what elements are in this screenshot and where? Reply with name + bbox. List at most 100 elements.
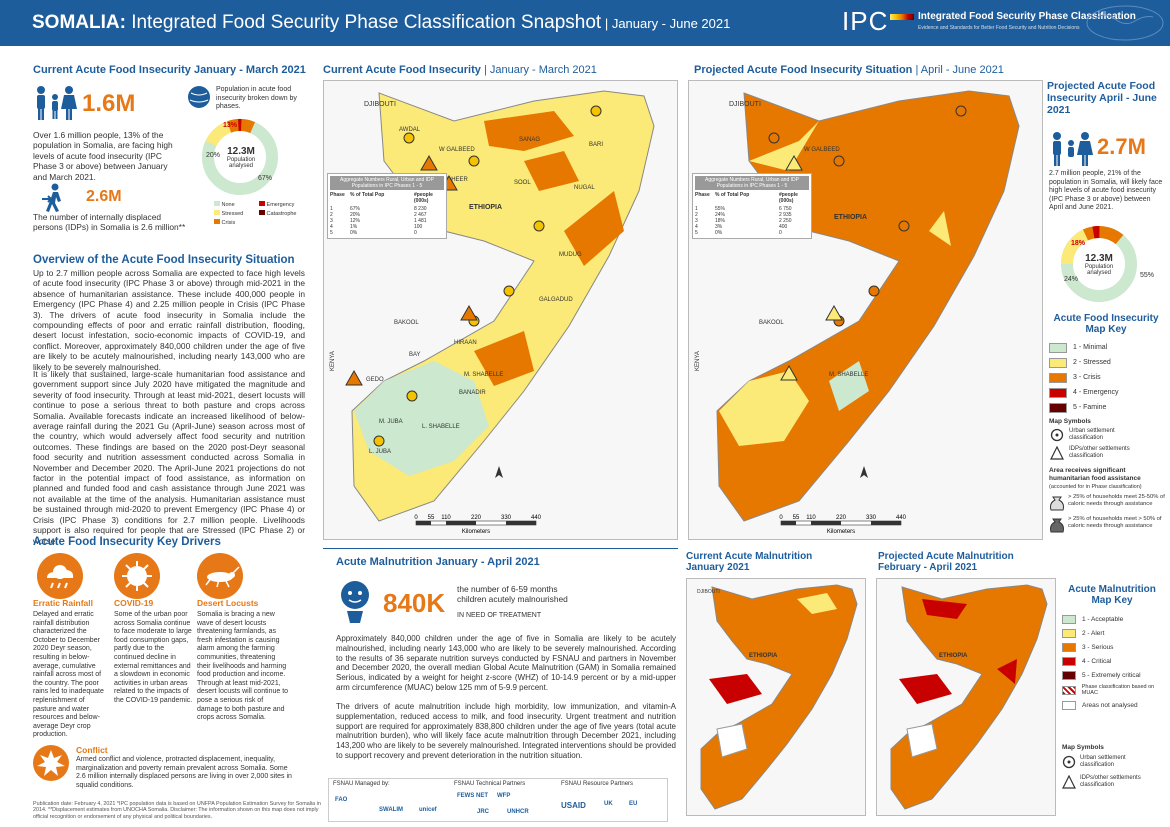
ipc-name: Integrated Food Security Phase Classific… <box>918 11 1136 22</box>
malnutrition-paragraph-1: Approximately 840,000 children under the… <box>336 634 676 692</box>
assistance-subtitle: (accounted for in Phase classification) <box>1049 484 1142 490</box>
logo-eu: EU <box>629 801 638 807</box>
pie-label-stressed: 20% <box>206 152 221 159</box>
projected-aggregate-table: Aggregate Numbers Rural, Urban and IDP P… <box>692 173 812 239</box>
drivers-title: Acute Food Insecurity Key Drivers <box>33 536 221 548</box>
scale-tick: 0 <box>414 515 418 521</box>
pie-legend: None Emergency Stressed Catastrophe Cris… <box>214 201 304 226</box>
crisis-zone <box>564 191 624 266</box>
family-icon <box>37 86 77 120</box>
afi-key-list: 1 - Minimal 2 - Stressed 3 - Crisis 4 - … <box>1049 340 1167 415</box>
header-title: SOMALIA: Integrated Food Security Phase … <box>32 12 731 33</box>
idp-settlement-icon <box>1050 446 1064 460</box>
logo-uk: UK <box>604 801 613 807</box>
map-label: ETHIOPIA <box>939 653 968 659</box>
driver-text-covid: Some of the urban poor across Somalia co… <box>114 611 193 704</box>
map-label: BARI <box>589 142 603 148</box>
north-arrow-icon <box>495 466 503 478</box>
assistance-sack-icon <box>1050 496 1064 511</box>
map-label: W GALBEED <box>804 147 840 153</box>
locust-icon <box>197 553 243 599</box>
overview-title: Overview of the Acute Food Insecurity Si… <box>33 254 295 266</box>
assistance-level-2: > 25% of households meet > 50% of calori… <box>1068 516 1162 529</box>
projected-people-number: 2.7M <box>1097 134 1146 159</box>
crisis-zone <box>474 331 534 386</box>
header-bar: SOMALIA: Integrated Food Security Phase … <box>0 0 1170 46</box>
map-label: GALGADUD <box>539 297 573 303</box>
map-label: BAKOOL <box>394 320 419 326</box>
scale-tick: 220 <box>471 515 482 521</box>
map-label: MUDUG <box>559 252 582 258</box>
world-map-icon <box>1086 5 1164 41</box>
pie-label-crisis: 13% <box>223 122 238 129</box>
pie-center-value: 12.3M <box>1085 253 1113 264</box>
logo-unhcr: UNHCR <box>507 809 529 815</box>
scale-unit: Kilometers <box>462 529 490 535</box>
scale-tick: 0 <box>779 515 783 521</box>
current-people-text: Over 1.6 million people, 13% of the popu… <box>33 130 173 182</box>
critical-zone <box>997 659 1017 684</box>
logo-unicef: unicef <box>419 807 437 813</box>
map-label: HIRAAN <box>454 340 477 346</box>
map-label: KENYA <box>330 351 336 371</box>
map-label: M. JUBA <box>379 419 403 425</box>
map-label: DJIBOUTI <box>697 589 720 595</box>
somalia-shape <box>890 584 1048 810</box>
driver-name-rainfall: Erratic Rainfall <box>33 598 93 608</box>
malnutrition-title: Acute Malnutrition January - April 2021 <box>336 556 540 568</box>
driver-text-locusts: Somalia is bracing a new wave of desert … <box>197 611 289 722</box>
conflict-name: Conflict <box>76 745 108 755</box>
pie-center-value: 12.3M <box>227 146 255 157</box>
current-pie-chart <box>202 119 278 195</box>
assistance-title: Area receives significant humanitarian f… <box>1049 467 1141 482</box>
projected-people-text: 2.7 million people, 21% of the populatio… <box>1049 170 1163 212</box>
north-arrow-icon <box>860 466 868 478</box>
map-label: DJIBOUTI <box>364 101 396 108</box>
divider <box>323 548 678 549</box>
malnutrition-label: the number of 6-59 months children acute… <box>457 584 568 605</box>
map-label: BAY <box>409 352 421 358</box>
scale-tick: 440 <box>896 515 907 521</box>
projected-title: Projected Acute Food Insecurity April - … <box>1047 80 1157 116</box>
amn-symbols-title: Map Symbols <box>1062 744 1104 751</box>
pie-label-stressed: 24% <box>1064 276 1079 283</box>
stressed-zone <box>749 121 819 171</box>
stressed-zone <box>929 211 951 246</box>
stressed-zone <box>719 371 809 446</box>
map-label: NUGAL <box>574 185 595 191</box>
minimal-zone <box>354 361 489 476</box>
scale-bar <box>780 520 902 526</box>
map-label: ETHIOPIA <box>834 214 867 221</box>
overview-paragraph-1: Up to 2.7 million people across Somalia … <box>33 268 305 372</box>
current-amn-map: ETHIOPIA DJIBOUTI <box>686 578 866 816</box>
family-icon <box>1053 132 1093 166</box>
ipc-subtitle: Evidence and Standards for Better Food S… <box>918 25 1080 31</box>
afi-symbols-title: Map Symbols <box>1049 418 1091 425</box>
map-label: SOOL <box>514 180 531 186</box>
conflict-icon <box>33 745 69 781</box>
malnutrition-need: IN NEED OF TREATMENT <box>457 612 542 619</box>
map-label: AWDAL <box>399 127 421 133</box>
map-label: GEDO <box>366 377 384 383</box>
crisis-zone <box>524 151 579 191</box>
alert-zone <box>797 593 837 614</box>
conflict-text: Armed conflict and violence, protracted … <box>76 756 292 789</box>
critical-zone <box>899 674 952 704</box>
scale-bar <box>415 520 537 526</box>
projected-amn-map: ETHIOPIA <box>876 578 1056 816</box>
map-label: SANAG <box>519 137 540 143</box>
logo-fews: FEWS NET <box>457 793 488 799</box>
map-label: W GALBEED <box>439 147 475 153</box>
map-label: BANADIR <box>459 390 486 396</box>
ipc-logo: IPC <box>842 6 889 36</box>
logo-jrc: JRC <box>477 809 490 815</box>
urban-settlement-icon <box>1050 428 1064 442</box>
map-label: ETHIOPIA <box>469 204 502 211</box>
scale-tick: 55 <box>428 515 435 521</box>
pie-description: Population in acute food insecurity brok… <box>216 86 297 111</box>
idp-walking-icon <box>42 183 61 212</box>
malnutrition-number: 840K <box>383 588 446 618</box>
pie-slice-crisis <box>202 119 278 195</box>
current-afi-title: Current Acute Food Insecurity January - … <box>33 64 306 76</box>
overview-paragraph-2: It is likely that sustained, large-scale… <box>33 369 305 546</box>
